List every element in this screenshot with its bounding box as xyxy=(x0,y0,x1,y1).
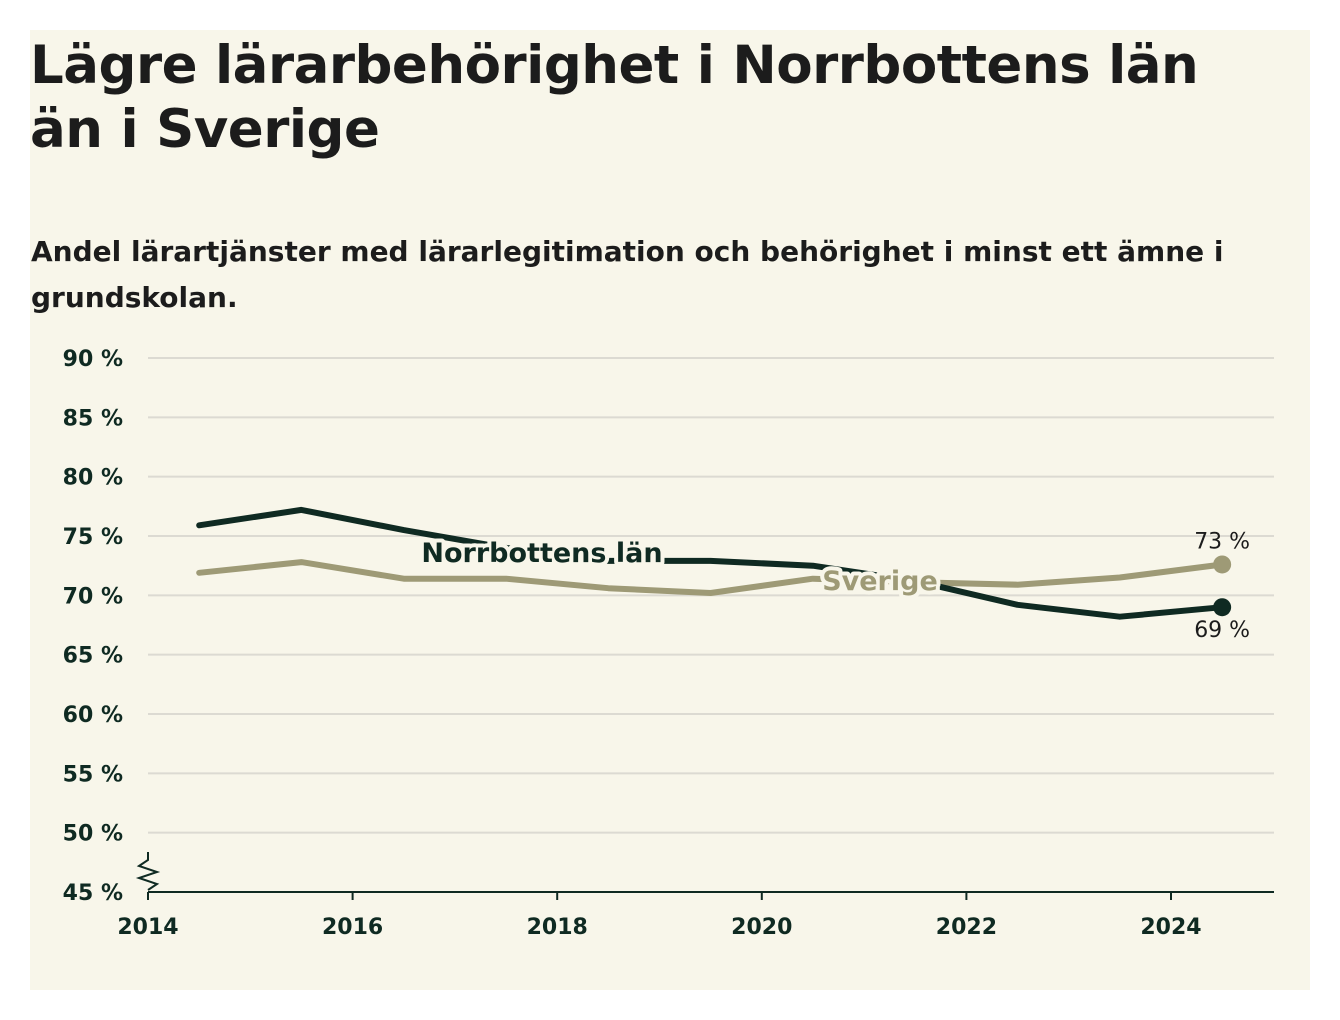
x-tick-label: 2022 xyxy=(936,915,997,940)
y-tick-label: 55 % xyxy=(63,762,123,787)
gridlines xyxy=(148,357,1274,834)
y-tick-label: 45 % xyxy=(63,881,123,906)
series-label-norrbotten: Norrbottens län xyxy=(421,538,662,569)
chart-title: Lägre lärarbehörighet i Norrbottens län … xyxy=(30,35,1199,160)
end-label-norrbotten: 69 % xyxy=(1194,618,1250,643)
x-tick-label: 2014 xyxy=(117,915,178,940)
y-tick-label: 50 % xyxy=(63,822,123,847)
x-axis-ticks: 2014 2016 2018 2020 2022 2024 xyxy=(117,892,1202,940)
y-tick-label: 80 % xyxy=(63,466,123,491)
series-line-sverige xyxy=(196,559,1226,596)
chart-card xyxy=(30,30,1310,990)
x-tick-label: 2018 xyxy=(527,915,588,940)
chart-subtitle: Andel lärartjänster med lärarlegitimatio… xyxy=(31,235,1224,314)
y-tick-label: 90 % xyxy=(63,347,123,372)
series-layer xyxy=(196,506,1232,620)
y-tick-label: 65 % xyxy=(63,644,123,669)
x-tick-label: 2024 xyxy=(1140,915,1201,940)
y-tick-label: 60 % xyxy=(63,703,123,728)
x-tick-label: 2020 xyxy=(731,915,792,940)
x-tick-label: 2016 xyxy=(322,915,383,940)
y-tick-label: 85 % xyxy=(63,406,123,431)
series-end-point-norrbotten xyxy=(1213,598,1232,617)
series-end-point-sverige xyxy=(1213,555,1232,574)
series-labels: Norrbottens län Sverige 73 % 69 % xyxy=(417,529,1250,643)
end-label-sverige: 73 % xyxy=(1194,529,1250,554)
y-tick-label: 70 % xyxy=(63,584,123,609)
y-axis-ticks: 45 % 50 % 55 % 60 % 65 % 70 % 75 % 80 % 85 % 90 % xyxy=(63,347,123,906)
y-tick-label: 75 % xyxy=(63,525,123,550)
series-line-norrbotten xyxy=(196,506,1226,620)
y-axis-break-icon xyxy=(135,852,161,891)
series-label-sverige: Sverige xyxy=(822,566,938,597)
